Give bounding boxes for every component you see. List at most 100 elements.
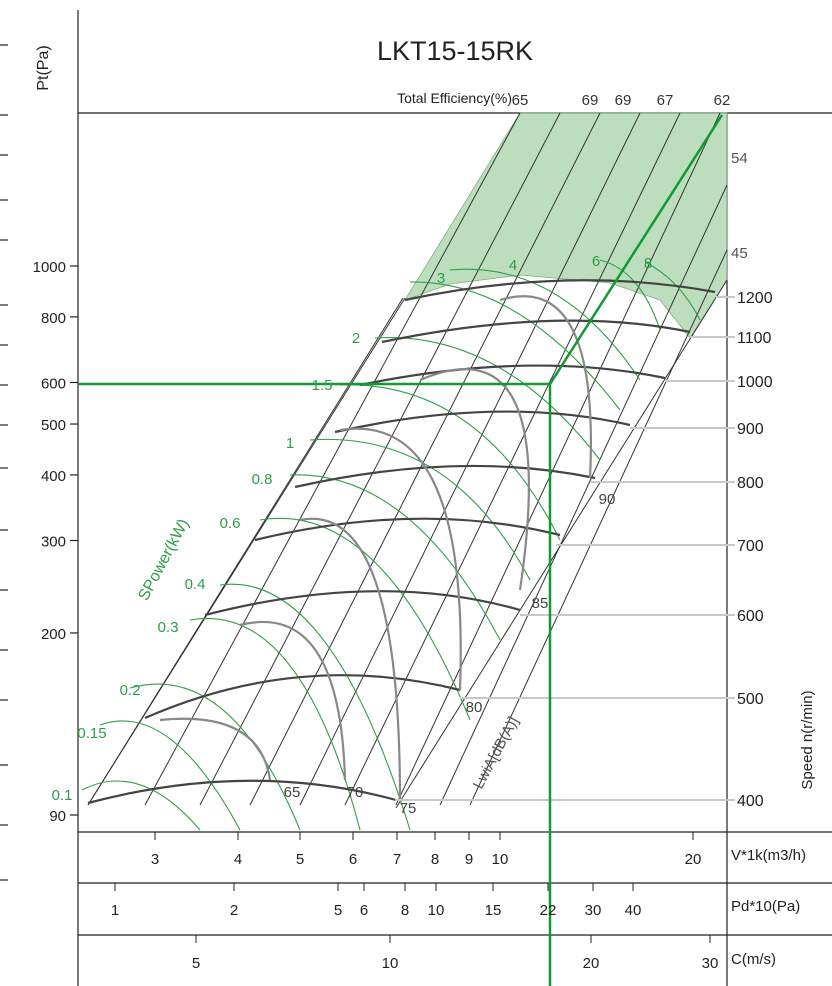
speed-label: 600 [737,608,764,625]
speed-curve [334,410,631,434]
bottom-axis-tick-label: 6 [349,851,357,868]
y-tick-label: 300 [41,534,66,551]
power-label: 0.4 [185,576,206,593]
speed-label: 900 [737,421,764,438]
noise-curve [159,717,272,781]
bottom-axis-tick-label: 22 [540,902,557,919]
speed-label: 1000 [737,374,773,391]
efficiency-value: 62 [714,92,731,109]
noise-axis-label: LwiA[dB(A)] [470,714,522,792]
speed-curve [204,590,521,617]
speed-label: 500 [737,691,764,708]
power-line [259,517,471,721]
bottom-axis-tick-label: 40 [625,902,642,919]
bottom-axis-tick-label: 20 [583,955,600,972]
efficiency-value: 45 [731,245,748,262]
operating-lines [78,114,724,986]
speed-label: 800 [737,475,764,492]
speed-curve [254,517,561,542]
noise-curve [299,517,402,801]
speed-label: 700 [737,538,764,555]
noise-curves [159,295,592,801]
y-tick-label: 400 [41,468,66,485]
noise-label: 75 [400,800,417,817]
power-labels: 0.1 0.15 0.2 0.3 0.4 0.6 0.8 1 1.5 2 3 4 6 8 [52,253,653,804]
power-label: 0.1 [52,787,73,804]
flow-diagonal [299,112,641,806]
y-tick-label: 90 [49,808,66,825]
power-line [189,617,361,831]
y-tick-label: 600 [41,375,66,392]
flow-diagonal [344,112,681,806]
power-line [99,720,241,831]
bottom-axis-tick-label: 3 [151,851,159,868]
power-line [339,384,561,541]
power-label: 0.2 [120,682,141,699]
bottom-axis-label: C(m/s) [731,951,776,968]
speed-label: 1200 [737,290,773,307]
power-line [81,780,201,831]
bottom-axis-tick-label: 6 [360,902,368,919]
power-label: 8 [644,255,652,272]
efficiency-values: 65 69 69 67 62 [512,92,731,109]
speed-label: 1100 [737,330,772,347]
bottom-axis-tick-label: 8 [401,902,409,919]
efficiency-value: 65 [512,92,529,109]
noise-label: 90 [599,491,616,508]
noise-labels: 65 70 75 80 85 90 [284,491,616,817]
power-label: 1 [286,435,294,452]
speed-curve [381,319,691,344]
bottom-axis-tick-label: 7 [393,851,401,868]
speed-curve [294,464,596,489]
speed-label: 400 [737,793,764,810]
noise-curve [419,368,530,591]
noise-label: 85 [532,595,549,612]
bottom-axis-tick-label: 15 [485,902,502,919]
bottom-axis-tick-label: 5 [296,851,304,868]
power-label: 0.8 [252,471,273,488]
speed-curve [87,779,397,805]
y-tick-label: 500 [41,417,66,434]
noise-curve [339,427,462,691]
noise-label: 70 [347,784,364,801]
bottom-axis-tick-label: 5 [192,955,200,972]
efficiency-value: 67 [657,92,674,109]
speed-labels: 400 500 600 700 800 900 1000 1100 1200 [737,290,773,810]
flow-diagonal [199,112,561,806]
speed-curve [404,279,716,302]
power-label: 2 [352,330,360,347]
bottom-axis-tick-label: 8 [431,851,439,868]
speed-curve [359,364,666,387]
y-tick-label: 1000 [33,259,66,276]
bottom-axis-tick-label: 5 [334,902,342,919]
power-line [449,268,641,381]
speed-curves [87,279,716,805]
power-line [289,474,501,641]
noise-label: 80 [466,699,483,716]
efficiency-value: 54 [731,150,748,167]
power-label: 4 [509,257,517,274]
power-label: 1.5 [312,377,333,394]
noise-curve [499,295,592,479]
y-axis-label: Pt(Pa) [35,45,52,90]
operating-speed-line [548,114,724,385]
power-line [409,281,621,411]
bottom-axis-tick-label: 10 [492,851,509,868]
power-label: 0.6 [220,515,241,532]
noise-label: 65 [284,784,301,801]
speed-axis-label: Speed n(r/min) [799,690,816,789]
y-tick-label: 800 [41,310,66,327]
bottom-axis-tick-label: 30 [585,902,602,919]
efficiency-band [404,112,728,339]
efficiency-label: Total Efficiency(%) [397,90,512,106]
flow-diagonal [144,112,521,806]
bottom-axis-tick-label: 2 [230,902,238,919]
power-line [219,583,411,831]
flow-diagonal [249,112,601,806]
y-axis-ticks: 90 200 300 400 500 600 800 1000 [33,259,78,825]
bottom-axis-label: Pd*10(Pa) [731,898,800,915]
y-tick-label: 200 [41,626,66,643]
power-label: 0.15 [77,725,106,742]
power-label: 3 [437,270,445,287]
